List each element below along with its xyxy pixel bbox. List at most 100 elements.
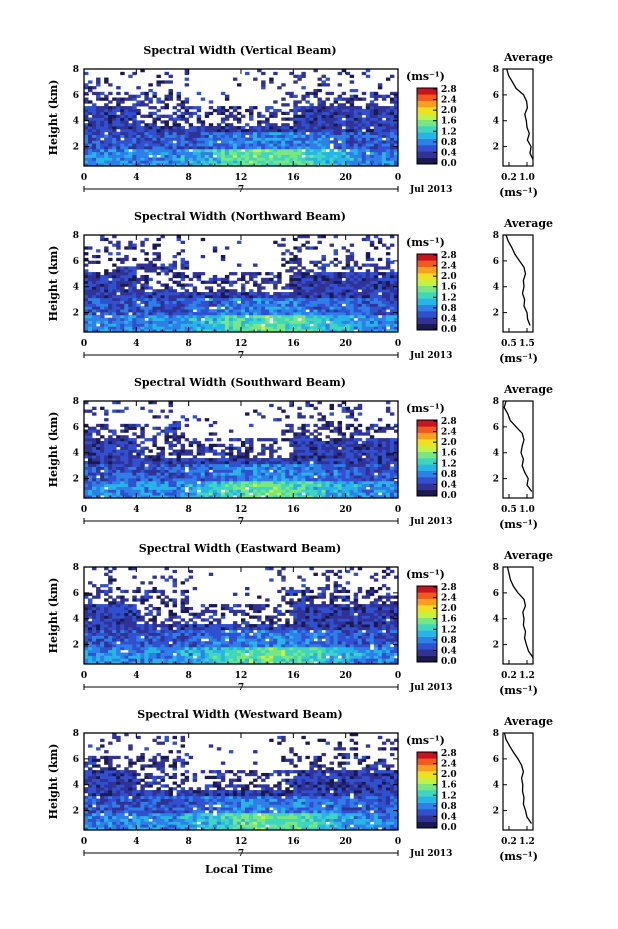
heatmap-cell (297, 314, 302, 319)
heatmap-cell (128, 294, 133, 299)
heatmap-cell (88, 134, 93, 138)
heatmap-cell (261, 292, 266, 296)
heatmap-cell (112, 286, 117, 290)
heatmap-cell (241, 146, 246, 150)
heatmap-cell (120, 309, 125, 313)
heatmap-cell (325, 449, 330, 453)
heatmap-cell (184, 97, 190, 101)
heatmap-cell (353, 111, 359, 116)
heatmap-cell (325, 452, 330, 456)
heatmap-cell (317, 123, 322, 127)
heatmap-cell (389, 151, 395, 155)
heatmap-cell (116, 163, 121, 167)
heatmap-cell (112, 297, 117, 302)
heatmap-cell (305, 401, 310, 405)
heatmap-cell (172, 312, 177, 316)
heatmap-cell (317, 489, 322, 493)
heatmap-cell (357, 146, 363, 150)
heatmap-cell (365, 131, 371, 136)
heatmap-cell (269, 452, 274, 456)
heatmap-cell (112, 120, 117, 124)
heatmap-cell (381, 306, 387, 310)
heatmap-cell (309, 480, 314, 485)
heatmap-cell (325, 108, 330, 113)
heatmap-cell (156, 237, 161, 242)
heatmap-cell (212, 249, 218, 253)
heatmap-cell (301, 429, 306, 433)
heatmap-cell (156, 326, 161, 330)
heatmap-cell (365, 160, 371, 164)
heatmap-cell (309, 320, 314, 324)
heatmap-cell (257, 492, 262, 496)
heatmap-cell (100, 317, 105, 321)
heatmap-cell (156, 463, 161, 468)
heatmap-cell (116, 294, 121, 299)
heatmap-cell (84, 128, 89, 133)
heatmap-cell (241, 443, 246, 448)
heatmap-cell (369, 140, 375, 144)
heatmap-cell (140, 312, 145, 316)
heatmap-cell (329, 329, 334, 333)
heatmap-cell (321, 326, 326, 330)
heatmap-cell (281, 480, 286, 485)
heatmap-cell (104, 80, 109, 84)
heatmap-cell (325, 309, 330, 313)
heatmap-cell (337, 143, 343, 147)
heatmap-cell (369, 143, 375, 147)
heatmap-cell (220, 111, 226, 116)
heatmap-cell (112, 292, 117, 296)
heatmap-cell (373, 140, 379, 144)
heatmap-cell (369, 106, 375, 110)
x-tick-label: 0 (81, 173, 87, 183)
heatmap-cell (313, 154, 318, 158)
heatmap-cell (337, 131, 343, 136)
heatmap-cell (104, 146, 109, 150)
heatmap-cell (305, 140, 310, 144)
heatmap-cell (172, 314, 177, 319)
heatmap-cell (212, 483, 218, 487)
heatmap-cell (172, 154, 177, 158)
heatmap-cell (200, 137, 206, 141)
heatmap-cell (301, 143, 306, 147)
heatmap-cell (385, 106, 391, 110)
heatmap-cell (236, 486, 242, 490)
heatmap-cell (180, 277, 186, 282)
heatmap-cell (333, 157, 339, 161)
heatmap-cell (381, 297, 387, 302)
heatmap-cell (337, 326, 343, 330)
heatmap-cell (156, 432, 161, 436)
heatmap-cell (297, 131, 302, 136)
heatmap-cell (96, 306, 101, 310)
heatmap-cell (269, 329, 274, 333)
heatmap-cell (361, 154, 367, 158)
heatmap-cell (325, 435, 330, 439)
heatmap-cell (253, 294, 258, 299)
heatmap-cell (297, 257, 302, 262)
heatmap-cell (297, 246, 302, 250)
heatmap-cell (269, 300, 274, 304)
heatmap-cell (293, 74, 298, 78)
heatmap-cell (92, 292, 97, 296)
heatmap-cell (329, 148, 334, 153)
heatmap-cell (236, 83, 242, 87)
heatmap-cell (365, 108, 371, 113)
heatmap-cell (184, 274, 190, 279)
heatmap-cell (208, 326, 214, 330)
heatmap-cell (389, 157, 395, 161)
heatmap-cell (249, 314, 254, 319)
heatmap-cell (176, 466, 182, 470)
heatmap-cell (341, 432, 347, 436)
heatmap-cell (273, 323, 278, 327)
heatmap-cell (329, 495, 334, 499)
heatmap-cell (120, 292, 125, 296)
heatmap-cell (321, 312, 326, 316)
heatmap-cell (236, 126, 242, 130)
heatmap-cell (257, 154, 262, 158)
heatmap-cell (349, 280, 355, 284)
heatmap-cell (333, 272, 339, 276)
heatmap-cell (168, 163, 173, 167)
heatmap-cell (156, 303, 161, 307)
heatmap-cell (277, 292, 282, 296)
heatmap-cell (277, 140, 282, 144)
heatmap-cell (333, 309, 339, 313)
